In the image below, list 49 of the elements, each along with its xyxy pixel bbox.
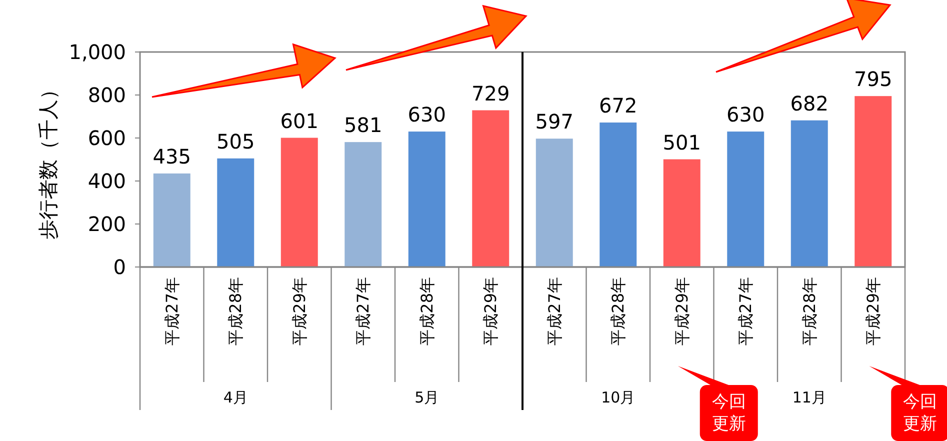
x-tick-label: 平成29年 xyxy=(481,277,500,346)
x-tick-label: 平成28年 xyxy=(417,277,436,346)
y-axis-title: 歩行者数（千人） xyxy=(36,80,60,240)
data-label: 672 xyxy=(599,94,638,118)
bar xyxy=(280,138,318,267)
x-tick-label: 平成27年 xyxy=(736,277,756,346)
text: 今回更新 xyxy=(903,392,938,434)
bar xyxy=(472,110,510,267)
text: 10月 xyxy=(601,388,636,406)
y-tick-label: 600 xyxy=(88,126,126,150)
x-tick-label: 平成28年 xyxy=(226,277,246,346)
x-tick-label: 平成28年 xyxy=(800,277,819,346)
data-label: 505 xyxy=(216,129,255,154)
data-label: 795 xyxy=(854,67,892,92)
x-tick-label: 平成29年 xyxy=(290,277,309,346)
data-label: 435 xyxy=(152,144,191,168)
text: 4月 xyxy=(223,388,248,406)
text: 5月 xyxy=(414,388,440,406)
x-tick-label: 平成27年 xyxy=(162,277,182,346)
data-label: 501 xyxy=(662,130,701,154)
y-tick-label: 800 xyxy=(88,83,126,107)
x-tick-label: 平成27年 xyxy=(544,277,564,346)
y-tick-label: 400 xyxy=(88,169,126,193)
bar xyxy=(727,132,764,267)
bar xyxy=(153,173,190,267)
bar xyxy=(217,158,254,267)
bar xyxy=(854,96,892,267)
data-label: 729 xyxy=(472,81,510,106)
text: 11月 xyxy=(792,388,826,406)
data-label: 630 xyxy=(408,102,446,127)
data-label: 597 xyxy=(535,110,574,134)
bar xyxy=(344,142,382,267)
y-tick-label: 200 xyxy=(88,212,126,236)
data-label: 630 xyxy=(726,102,765,127)
data-label: 682 xyxy=(790,91,828,116)
bar xyxy=(600,122,637,267)
y-tick-label: 0 xyxy=(113,255,126,279)
x-tick-label: 平成27年 xyxy=(354,277,373,346)
text: 今回更新 xyxy=(712,392,746,434)
data-label: 601 xyxy=(280,108,318,133)
y-tick-label: 1,000 xyxy=(68,40,126,64)
bar xyxy=(536,138,573,267)
x-tick-label: 平成28年 xyxy=(608,277,628,346)
data-label: 581 xyxy=(344,113,382,138)
x-tick-label: 平成29年 xyxy=(864,277,883,346)
x-tick-label: 平成29年 xyxy=(672,277,692,346)
bar xyxy=(663,159,700,267)
bar xyxy=(790,120,828,267)
bar xyxy=(408,132,446,267)
